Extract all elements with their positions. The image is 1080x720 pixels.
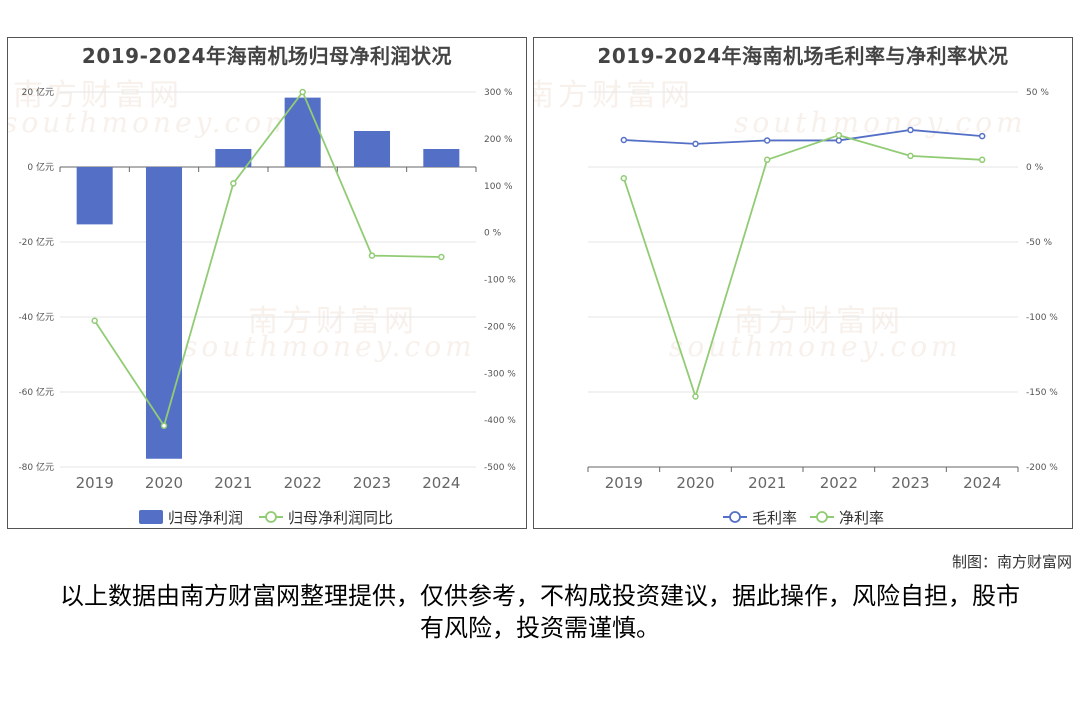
line-yoy-growth [93, 90, 442, 428]
disclaimer-text: 以上数据由南方财富网整理提供，仅供参考，不构成投资建议，据此操作，风险自担，股市… [60, 582, 1020, 642]
y-left-tick-label: -20 亿元 [18, 236, 54, 248]
y-right-tick-label: -100 % [1026, 313, 1058, 323]
legend-label: 归母净利润同比 [288, 509, 393, 527]
point-gross-margin [978, 132, 986, 140]
y-right-tick-label: -400 % [484, 416, 516, 426]
net-profit-chart-panel: 南方财富网 southmoney.com 南方财富网 southmoney.co… [7, 37, 527, 529]
x-tick-label: 2023 [891, 474, 929, 492]
point-gross-margin [692, 140, 699, 148]
legend-swatch-marker [265, 511, 277, 523]
point-net-margin [692, 393, 699, 400]
y-right-tick-label: -100 % [484, 276, 516, 286]
bar-net-profit [215, 149, 252, 167]
y-right-tick-label: -200 % [484, 322, 516, 332]
x-tick-label: 2022 [284, 474, 322, 492]
x-tick-label: 2021 [748, 474, 786, 492]
y-left-tick-label: 0 亿元 [27, 161, 54, 173]
y-right-tick-label: 100 % [484, 182, 513, 192]
legend-swatch-marker [729, 511, 741, 523]
x-tick-label: 2020 [676, 474, 714, 492]
legend-label: 归母净利润 [168, 509, 243, 527]
y-right-tick-label: 50 % [1026, 88, 1049, 98]
y-right-tick-label: -50 % [1026, 238, 1053, 248]
y-right-tick-label: 0 % [484, 229, 502, 239]
y-right-tick-label: -150 % [1026, 388, 1058, 398]
point-yoy-growth [299, 88, 306, 96]
chart-title: 2019-2024年海南机场归母净利润状况 [81, 44, 453, 68]
point-gross-margin [763, 137, 771, 144]
y-left-tick-label: -60 亿元 [18, 386, 54, 398]
bar-net-profit [353, 131, 391, 167]
point-net-margin [620, 175, 628, 182]
x-tick-label: 2023 [353, 474, 391, 492]
bar-net-profit [145, 167, 183, 459]
point-net-margin [763, 156, 771, 164]
bar-net-profit [76, 167, 113, 225]
y-right-tick-label: 300 % [484, 88, 513, 98]
y-left-tick-label: 20 亿元 [22, 86, 54, 98]
legend-label: 毛利率 [752, 509, 797, 527]
point-net-margin [907, 152, 914, 160]
x-tick-label: 2021 [214, 474, 252, 492]
line-gross-margin [623, 129, 983, 145]
x-tick-label: 2024 [422, 474, 460, 492]
y-right-tick-label: -500 % [484, 463, 516, 473]
line-net-margin [622, 134, 983, 400]
x-tick-label: 2019 [605, 474, 643, 492]
x-tick-label: 2019 [76, 474, 114, 492]
point-yoy-growth [230, 180, 237, 187]
y-right-tick-label: -200 % [1026, 463, 1058, 473]
point-gross-margin [907, 126, 914, 134]
y-right-tick-label: 200 % [484, 135, 513, 145]
x-tick-label: 2022 [820, 474, 858, 492]
y-left-tick-label: -80 亿元 [18, 461, 54, 473]
point-yoy-growth [368, 252, 376, 259]
y-left-tick-label: -40 亿元 [18, 311, 54, 323]
y-right-tick-label: -300 % [484, 369, 516, 379]
legend-swatch-marker [816, 511, 828, 523]
legend-swatch-bar [139, 510, 163, 524]
x-tick-label: 2024 [963, 474, 1001, 492]
chart-title: 2019-2024年海南机场毛利率与净利率状况 [597, 44, 1009, 68]
chart-credit: 制图：南方财富网 [951, 553, 1072, 571]
point-yoy-growth [438, 253, 445, 261]
y-right-tick-label: 0 % [1026, 163, 1044, 173]
point-net-margin [835, 131, 843, 139]
bar-net-profit [423, 149, 460, 167]
point-net-margin [978, 156, 986, 164]
x-tick-label: 2020 [145, 474, 183, 492]
point-yoy-growth [160, 422, 168, 429]
margin-chart: -200 % -150 % -100 % -50 % 0 % 50 % 2019 2020 20… [587, 88, 1058, 527]
point-yoy-growth [91, 317, 98, 324]
point-gross-margin [835, 137, 843, 144]
net-profit-chart: -80 亿元 -60 亿元 -40 亿元 -20 亿元 0 亿元 20 亿元 -500 % -… [18, 86, 516, 527]
margin-chart-panel: 南方财富网 southmoney.com 南方财富网 southmoney.co… [533, 37, 1073, 529]
legend-label: 净利率 [839, 509, 884, 527]
point-gross-margin [620, 136, 628, 144]
